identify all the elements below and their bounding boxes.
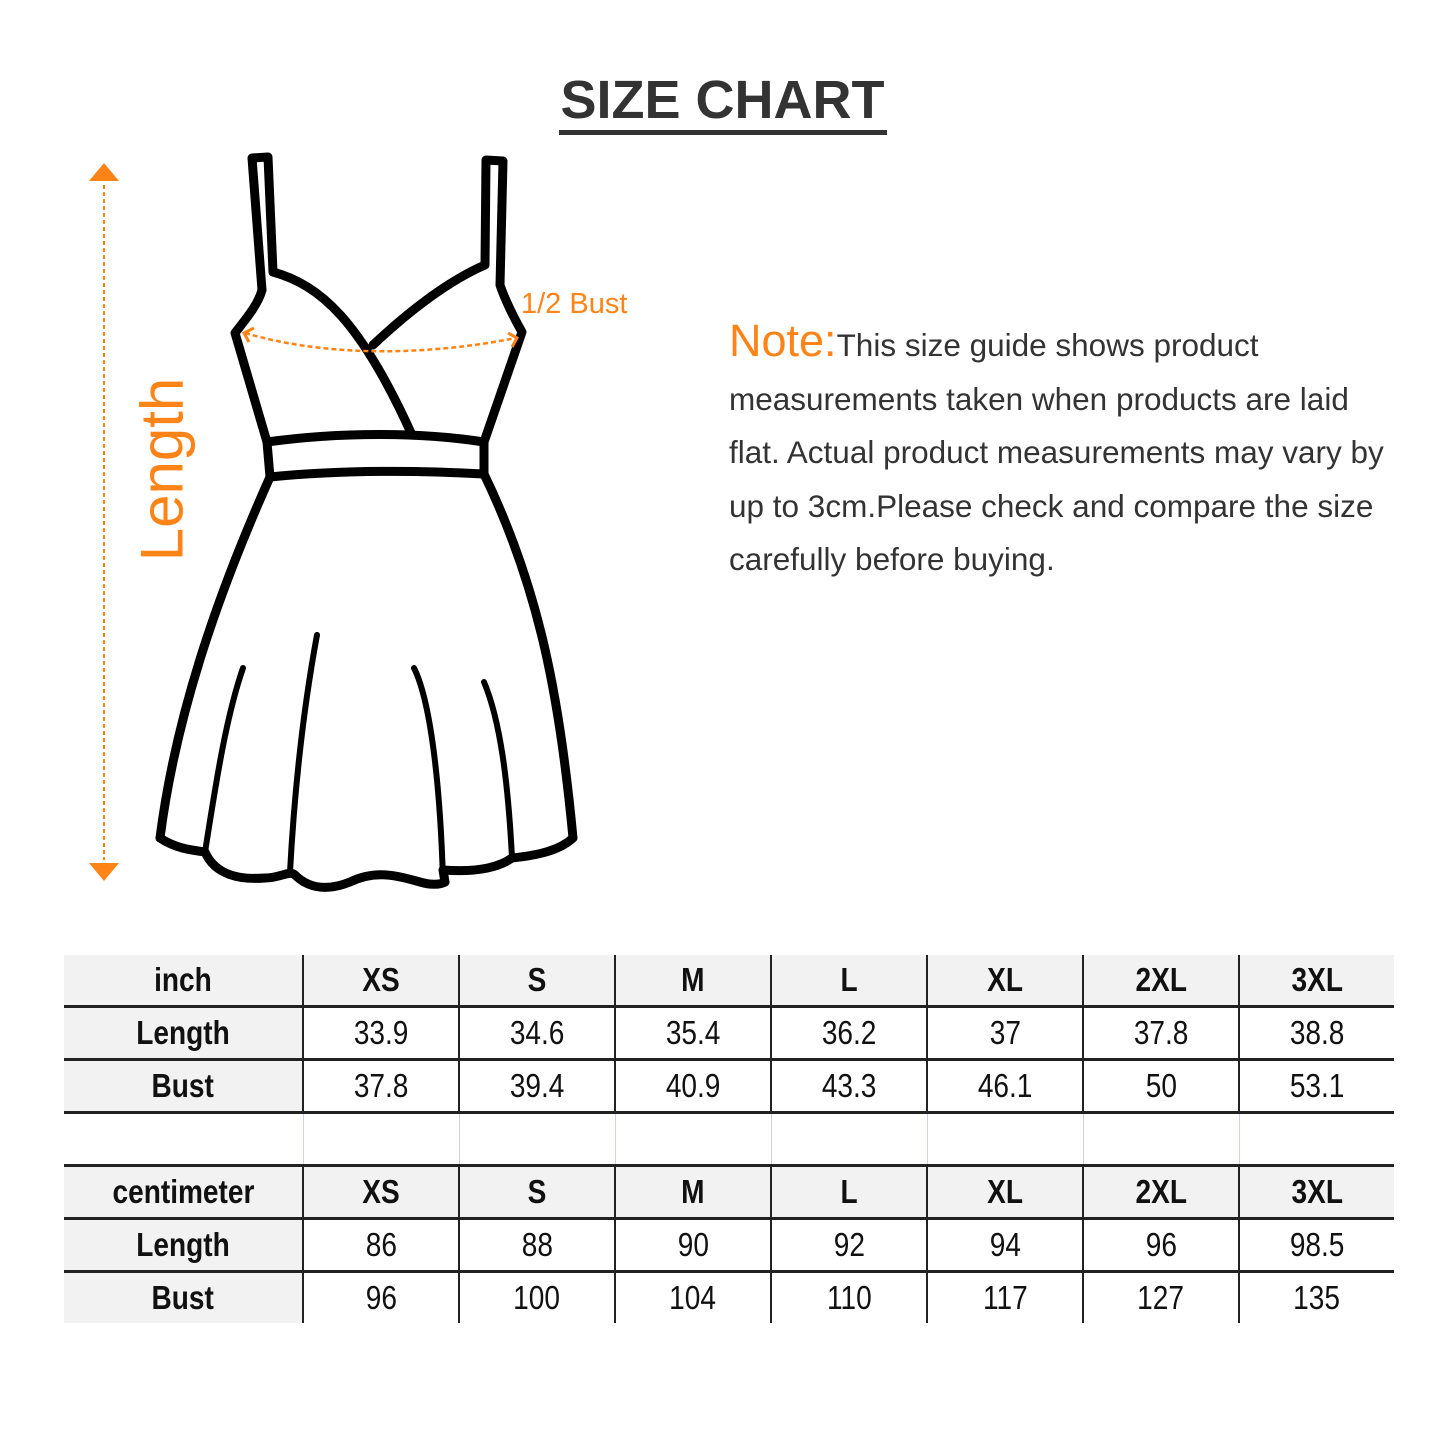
table-cell: centimeter [64, 1165, 303, 1220]
table-cell: 90 [614, 1218, 771, 1273]
table-cell: 96 [302, 1271, 459, 1323]
table-cell: 34.6 [458, 1006, 615, 1061]
length-arrow [89, 163, 119, 881]
table-cell: 3XL [1238, 1165, 1394, 1220]
table-cell: Bust [64, 1059, 303, 1114]
table-cell: XS [302, 955, 459, 1008]
empty-cell [1238, 1112, 1394, 1166]
empty-cell [302, 1112, 459, 1166]
table-cell: 38.8 [1238, 1006, 1394, 1061]
table-cell: 104 [614, 1271, 771, 1323]
table-cell: 110 [770, 1271, 927, 1323]
empty-cell [614, 1112, 771, 1166]
empty-cell [1082, 1112, 1239, 1166]
table-cell: 37.8 [1082, 1006, 1239, 1061]
table-cell: 35.4 [614, 1006, 771, 1061]
table-cell: 37 [926, 1006, 1083, 1061]
table-cell: 39.4 [458, 1059, 615, 1114]
empty-cell [770, 1112, 927, 1166]
table-cell: 88 [458, 1218, 615, 1273]
table-cell: S [458, 1165, 615, 1220]
table-cell: 50 [1082, 1059, 1239, 1114]
table-cell: Bust [64, 1271, 303, 1323]
table-spacer-row [64, 1112, 1394, 1166]
length-label: Length [128, 377, 196, 562]
table-cell: S [458, 955, 615, 1008]
table-header-row: centimeter XS S M L XL 2XL 3XL [64, 1165, 1394, 1220]
note-label: Note: [729, 315, 837, 366]
table-cell: 96 [1082, 1218, 1239, 1273]
bust-label: 1/2 Bust [521, 288, 628, 320]
table-row: Length 86 88 90 92 94 96 98.5 [64, 1218, 1394, 1273]
table-cell: 33.9 [302, 1006, 459, 1061]
table-cell: 53.1 [1238, 1059, 1394, 1114]
table-cell: L [770, 1165, 927, 1220]
table-cell: inch [64, 955, 303, 1008]
empty-cell [926, 1112, 1083, 1166]
empty-cell [458, 1112, 615, 1166]
table-cell: 92 [770, 1218, 927, 1273]
table-cell: 135 [1238, 1271, 1394, 1323]
empty-cell [64, 1112, 303, 1166]
table-cell: 2XL [1082, 955, 1239, 1008]
table-cell: 36.2 [770, 1006, 927, 1061]
table-cell: 117 [926, 1271, 1083, 1323]
table-cell: M [614, 955, 771, 1008]
note-text: Note:This size guide shows product measu… [729, 315, 1384, 577]
table-row: Bust 96 100 104 110 117 127 135 [64, 1271, 1394, 1323]
table-cell: 3XL [1238, 955, 1394, 1008]
table-cell: XL [926, 1165, 1083, 1220]
table-row: Length 33.9 34.6 35.4 36.2 37 37.8 38.8 [64, 1006, 1394, 1061]
table-cell: Length [64, 1218, 303, 1273]
table-cell: 40.9 [614, 1059, 771, 1114]
size-table: inch XS S M L XL 2XL 3XL Length 33.9 34.6 35.4 36.2 3… [64, 955, 1394, 1323]
table-cell: 43.3 [770, 1059, 927, 1114]
table-cell: XL [926, 955, 1083, 1008]
table-cell: 94 [926, 1218, 1083, 1273]
bust-arrow [241, 326, 520, 353]
table-cell: 86 [302, 1218, 459, 1273]
table-header-row: inch XS S M L XL 2XL 3XL [64, 955, 1394, 1008]
size-chart-title: SIZE CHART [0, 70, 1445, 135]
table-cell: 100 [458, 1271, 615, 1323]
table-cell: 37.8 [302, 1059, 459, 1114]
table-cell: XS [302, 1165, 459, 1220]
table-cell: L [770, 955, 927, 1008]
table-cell: 98.5 [1238, 1218, 1394, 1273]
table-cell: M [614, 1165, 771, 1220]
dress-outline-icon [155, 152, 578, 892]
table-cell: 2XL [1082, 1165, 1239, 1220]
table-cell: 46.1 [926, 1059, 1083, 1114]
table-row: Bust 37.8 39.4 40.9 43.3 46.1 50 53.1 [64, 1059, 1394, 1114]
table-cell: 127 [1082, 1271, 1239, 1323]
table-cell: Length [64, 1006, 303, 1061]
